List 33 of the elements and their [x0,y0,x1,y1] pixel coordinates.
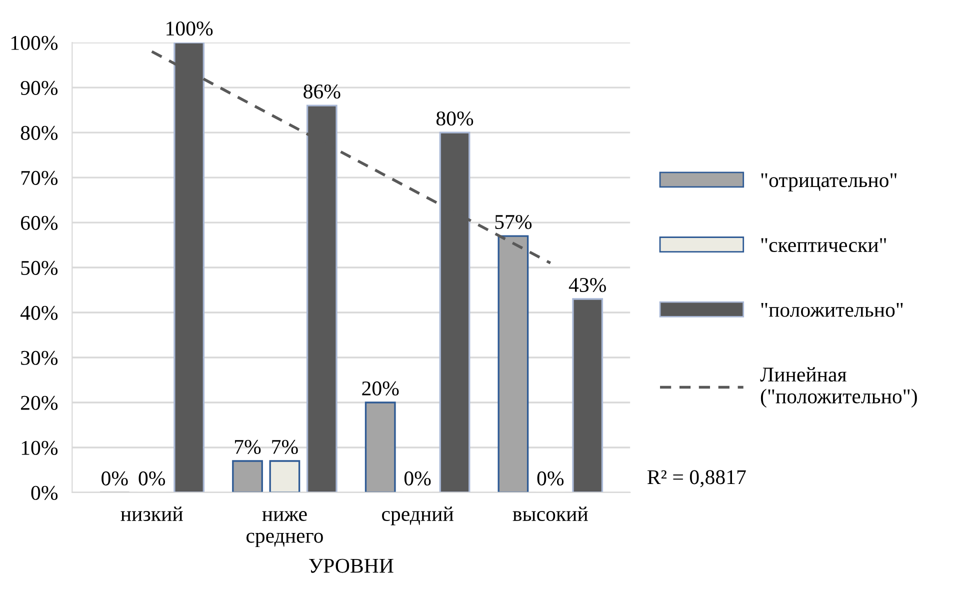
data-label: 0% [404,471,431,486]
legend-label: "скептически" [761,238,886,252]
y-tick-label: 0% [31,486,58,500]
data-label: 100% [166,21,213,36]
data-label: 80% [436,111,474,126]
x-tick-label: средний [382,506,454,526]
x-tick-label: низкий [120,506,183,522]
y-tick-label: 100% [11,36,58,50]
x-axis-title: УРОВНИ [308,558,394,573]
text: R² = 0,8817 [647,470,746,488]
y-tick-label: 50% [21,260,58,276]
legend-label: "отрицательно" [761,173,896,192]
data-label: 86% [304,84,340,99]
x-tick-label: ниже среднего [246,511,323,548]
y-tick-label: 20% [20,396,58,410]
data-label: 7% [272,440,298,454]
y-tick-label: 70% [21,170,58,186]
y-tick-label: 30% [21,350,58,366]
y-tick-label: 40% [20,306,58,320]
data-label: 0% [138,471,166,486]
data-label: 7% [234,440,261,454]
data-label: 0% [537,471,564,486]
data-label: 20% [362,381,399,396]
y-tick-label: 90% [20,80,58,96]
x-tick-label: высокий [512,506,588,522]
data-label: 43% [568,278,606,292]
legend-label: Линейная ("положительно") [760,367,917,408]
y-tick-label: 80% [20,126,58,140]
data-label: 57% [495,214,532,230]
y-tick-label: 10% [22,440,58,455]
legend-label: "положительно" [761,303,903,317]
data-label: 0% [102,471,128,486]
y-tick-label: 60% [20,216,58,230]
